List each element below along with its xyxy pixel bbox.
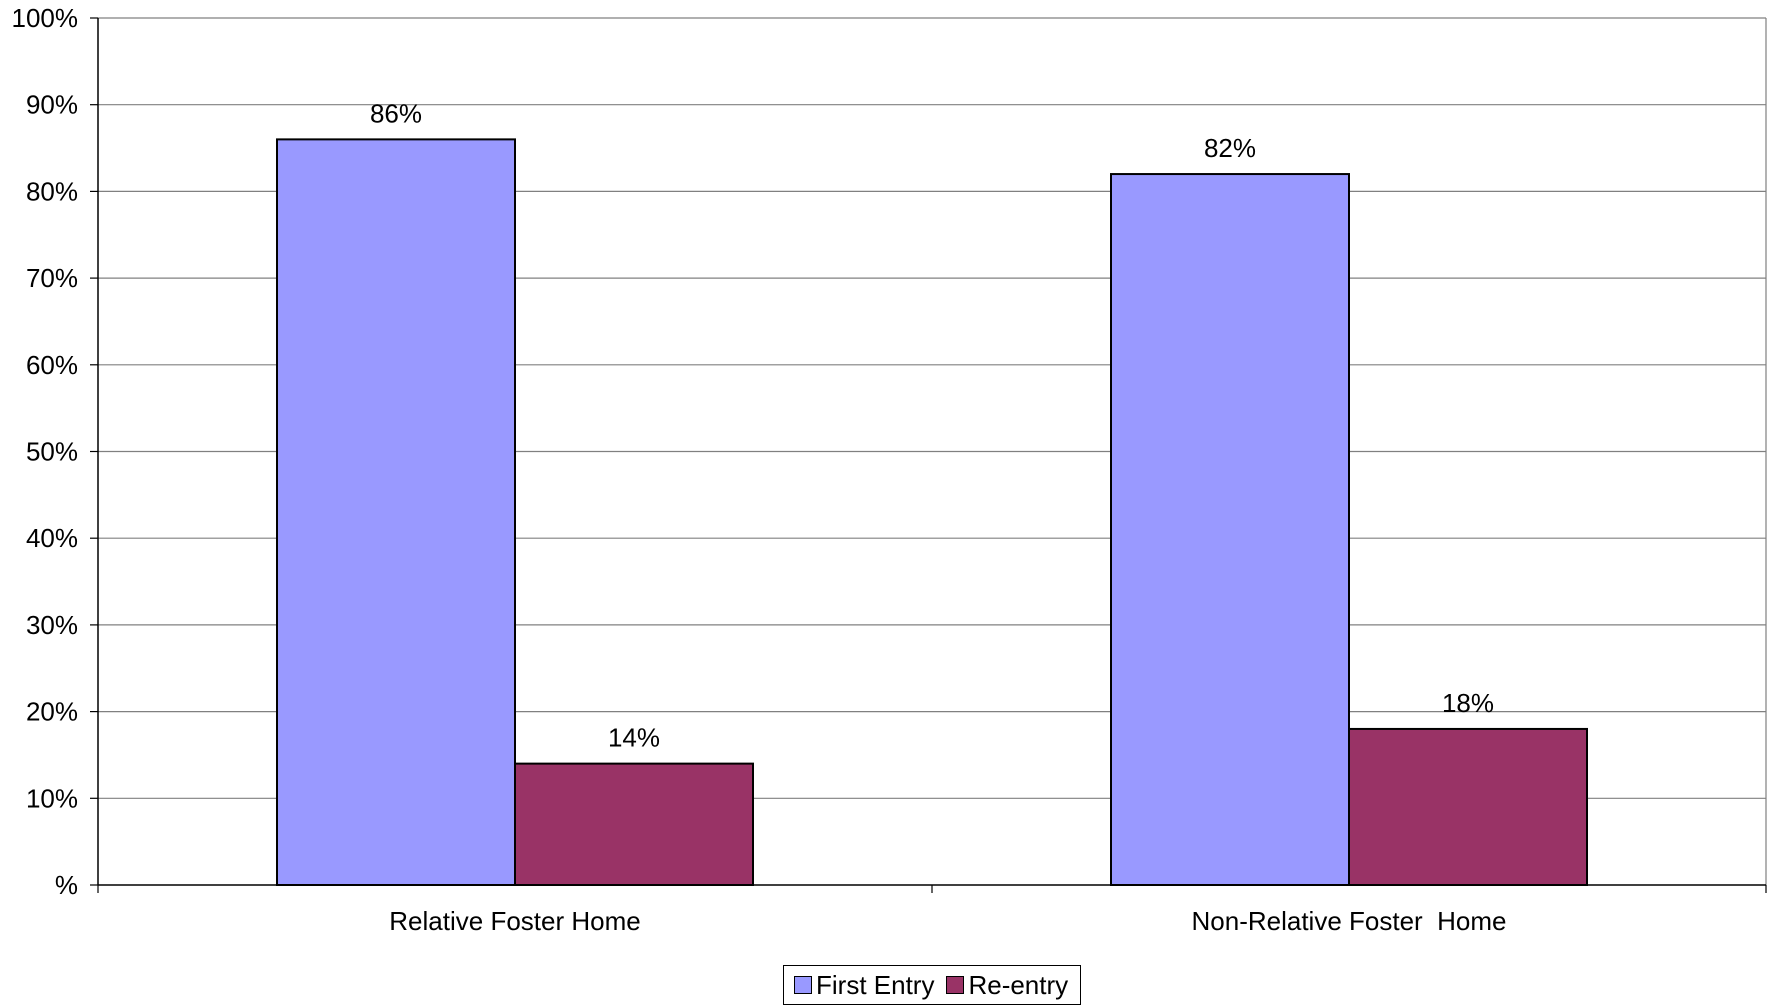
- data-label: 86%: [370, 98, 422, 128]
- y-tick-label: 50%: [26, 437, 78, 467]
- legend-swatch-re-entry: [946, 976, 965, 994]
- legend-label-re-entry: Re-entry: [968, 969, 1069, 1000]
- y-tick-label: 30%: [26, 610, 78, 640]
- data-labels: 86% 14% 82% 18%: [370, 98, 1494, 752]
- data-label: 82%: [1204, 133, 1256, 163]
- y-tick-label: 90%: [26, 90, 78, 120]
- y-tick-label: 70%: [26, 263, 78, 293]
- y-tick-label: 40%: [26, 523, 78, 553]
- legend-item-re-entry: Re-entry: [946, 970, 1068, 1001]
- x-category-label: Non-Relative Foster Home: [1192, 906, 1507, 936]
- legend-swatch-first-entry: [794, 976, 812, 994]
- bar-first-entry-1: [1110, 173, 1350, 886]
- y-tick-label: 80%: [26, 176, 78, 206]
- y-tick-label: 100%: [12, 3, 79, 33]
- bar-re-entry-0: [514, 762, 754, 886]
- legend: First Entry Re-entry: [783, 965, 1082, 1005]
- y-tick-label: %: [55, 870, 78, 900]
- data-label: 18%: [1442, 688, 1494, 718]
- legend-item-first-entry: First Entry: [794, 970, 934, 1001]
- bar-re-entry-1: [1348, 727, 1588, 886]
- legend-label-first-entry: First Entry: [816, 969, 935, 1000]
- bar-first-entry-0: [276, 138, 516, 886]
- axes: % 10% 20% 30% 40% 50% 60% 70% 80% 90% 100% Relative…: [12, 3, 1767, 936]
- bars: [276, 138, 1588, 886]
- data-label: 14%: [608, 723, 660, 753]
- y-tick-label: 60%: [26, 350, 78, 380]
- x-category-label: Relative Foster Home: [389, 906, 640, 936]
- y-tick-label: 10%: [26, 783, 78, 813]
- y-tick-label: 20%: [26, 697, 78, 727]
